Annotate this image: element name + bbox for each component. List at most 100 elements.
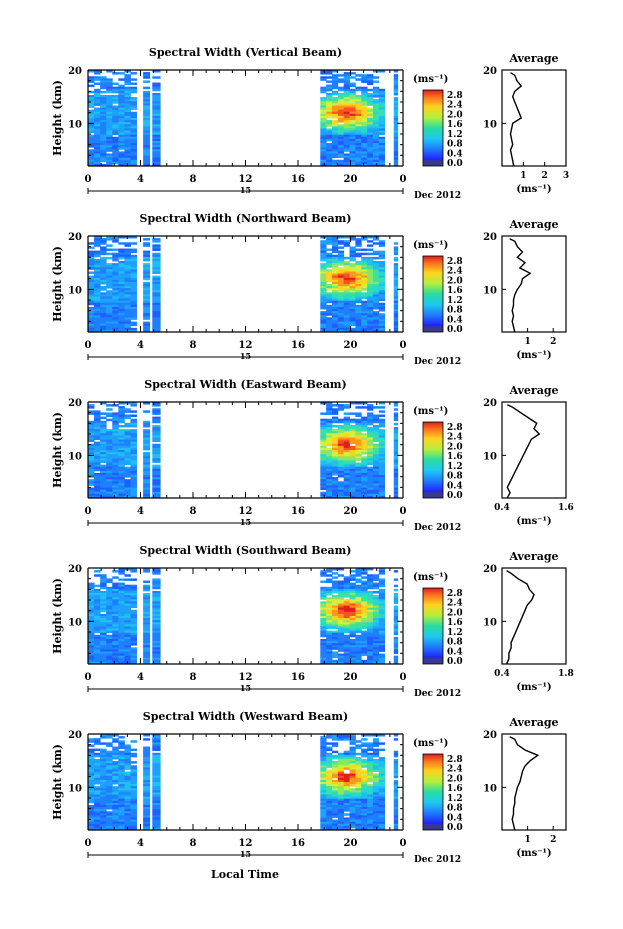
heatmap-cell (88, 798, 95, 802)
heatmap-cell (332, 821, 339, 825)
heatmap-cell (378, 250, 386, 254)
heatmap-cell (355, 126, 362, 129)
heatmap-cell (130, 115, 137, 119)
heatmap-cell (372, 445, 380, 449)
heatmap-cell (143, 435, 151, 438)
heatmap-cell (130, 611, 137, 615)
heatmap-cell (130, 157, 137, 161)
heatmap-cell (361, 599, 368, 602)
heatmap-cell (343, 576, 350, 579)
heatmap-cell (393, 811, 399, 814)
heatmap-cell (94, 159, 101, 163)
heatmap-cell (152, 105, 161, 108)
heatmap-cell (130, 124, 137, 127)
heatmap-cell (152, 113, 161, 117)
heatmap-cell (94, 630, 101, 634)
heatmap-cell (100, 313, 107, 316)
heatmap-cell (130, 113, 137, 117)
heatmap-cell (355, 155, 362, 159)
heatmap-cell (320, 323, 327, 327)
heatmap-cell (130, 752, 137, 756)
heatmap-cell (393, 466, 399, 470)
heatmap-cell (118, 286, 125, 289)
heatmap-cell (100, 742, 107, 745)
heatmap-cell (372, 325, 380, 329)
heatmap-cell (367, 746, 374, 750)
heatmap-cell (378, 313, 386, 316)
heatmap-cell (372, 109, 380, 113)
heatmap-cell (130, 258, 137, 262)
heatmap-cell (112, 595, 119, 598)
heatmap-cell (94, 645, 101, 648)
heatmap-cell (393, 130, 399, 134)
heatmap-cell (378, 636, 386, 640)
avg-x-tick-label: 1 (524, 835, 530, 845)
heatmap-cell (355, 161, 362, 165)
heatmap-cell (124, 97, 131, 100)
heatmap-cell (124, 265, 131, 268)
heatmap-cell (372, 761, 380, 764)
heatmap-cell (337, 769, 345, 772)
heatmap-cell (320, 481, 327, 484)
heatmap-cell (378, 254, 386, 258)
heatmap-cell (367, 240, 374, 243)
heatmap-cell (393, 792, 399, 795)
heatmap-cell (106, 590, 113, 594)
heatmap-cell (361, 595, 368, 598)
heatmap-cell (337, 317, 345, 320)
heatmap-cell (94, 777, 101, 781)
heatmap-cell (367, 115, 374, 119)
heatmap-cell (118, 767, 125, 770)
heatmap-cell (94, 634, 101, 638)
heatmap-cell (88, 657, 95, 661)
heatmap-cell (94, 595, 101, 598)
heatmap-cell (106, 458, 113, 461)
heatmap-cell (393, 109, 399, 113)
heatmap-cell (124, 767, 131, 770)
heatmap-cell (337, 254, 345, 258)
heatmap-cell (130, 248, 137, 252)
heatmap-cell (326, 317, 333, 320)
heatmap-cell (130, 485, 137, 488)
heatmap-cell (112, 815, 119, 818)
heatmap-cell (130, 802, 137, 806)
heatmap-cell (106, 495, 113, 499)
heatmap-cell (343, 78, 350, 81)
heatmap-cell (320, 493, 327, 497)
heatmap-cell (94, 242, 101, 245)
heatmap-cell (349, 790, 356, 793)
heatmap-cell (372, 645, 380, 648)
heatmap-cell (337, 88, 345, 92)
heatmap-cell (320, 315, 327, 318)
heatmap-cell (130, 275, 137, 279)
heatmap-cell (88, 406, 95, 409)
heatmap-cell (124, 626, 131, 629)
heatmap-cell (112, 462, 119, 466)
heatmap-cell (393, 279, 399, 283)
heatmap-cell (124, 90, 131, 94)
heatmap-cell (349, 118, 356, 121)
heatmap-cell (326, 580, 333, 584)
heatmap-cell (112, 126, 119, 129)
heatmap-cell (124, 113, 131, 117)
heatmap-cell (337, 491, 345, 495)
heatmap-cell (143, 238, 151, 241)
heatmap-cell (349, 811, 356, 814)
heatmap-cell (343, 775, 350, 779)
heatmap-cell (332, 120, 339, 123)
heatmap-cell (326, 143, 333, 146)
heatmap-cell (332, 800, 339, 804)
heatmap-cell (343, 809, 350, 812)
heatmap-cell (349, 738, 356, 741)
heatmap-cell (332, 763, 339, 766)
heatmap-cell (355, 412, 362, 415)
heatmap-cell (393, 754, 399, 758)
heatmap-cell (124, 120, 131, 123)
heatmap-cell (355, 661, 362, 665)
heatmap-cell (152, 607, 161, 611)
heatmap-cell (349, 734, 356, 737)
heatmap-cell (320, 597, 327, 600)
heatmap-cell (349, 252, 356, 256)
heatmap-cell (332, 790, 339, 793)
heatmap-cell (355, 744, 362, 747)
